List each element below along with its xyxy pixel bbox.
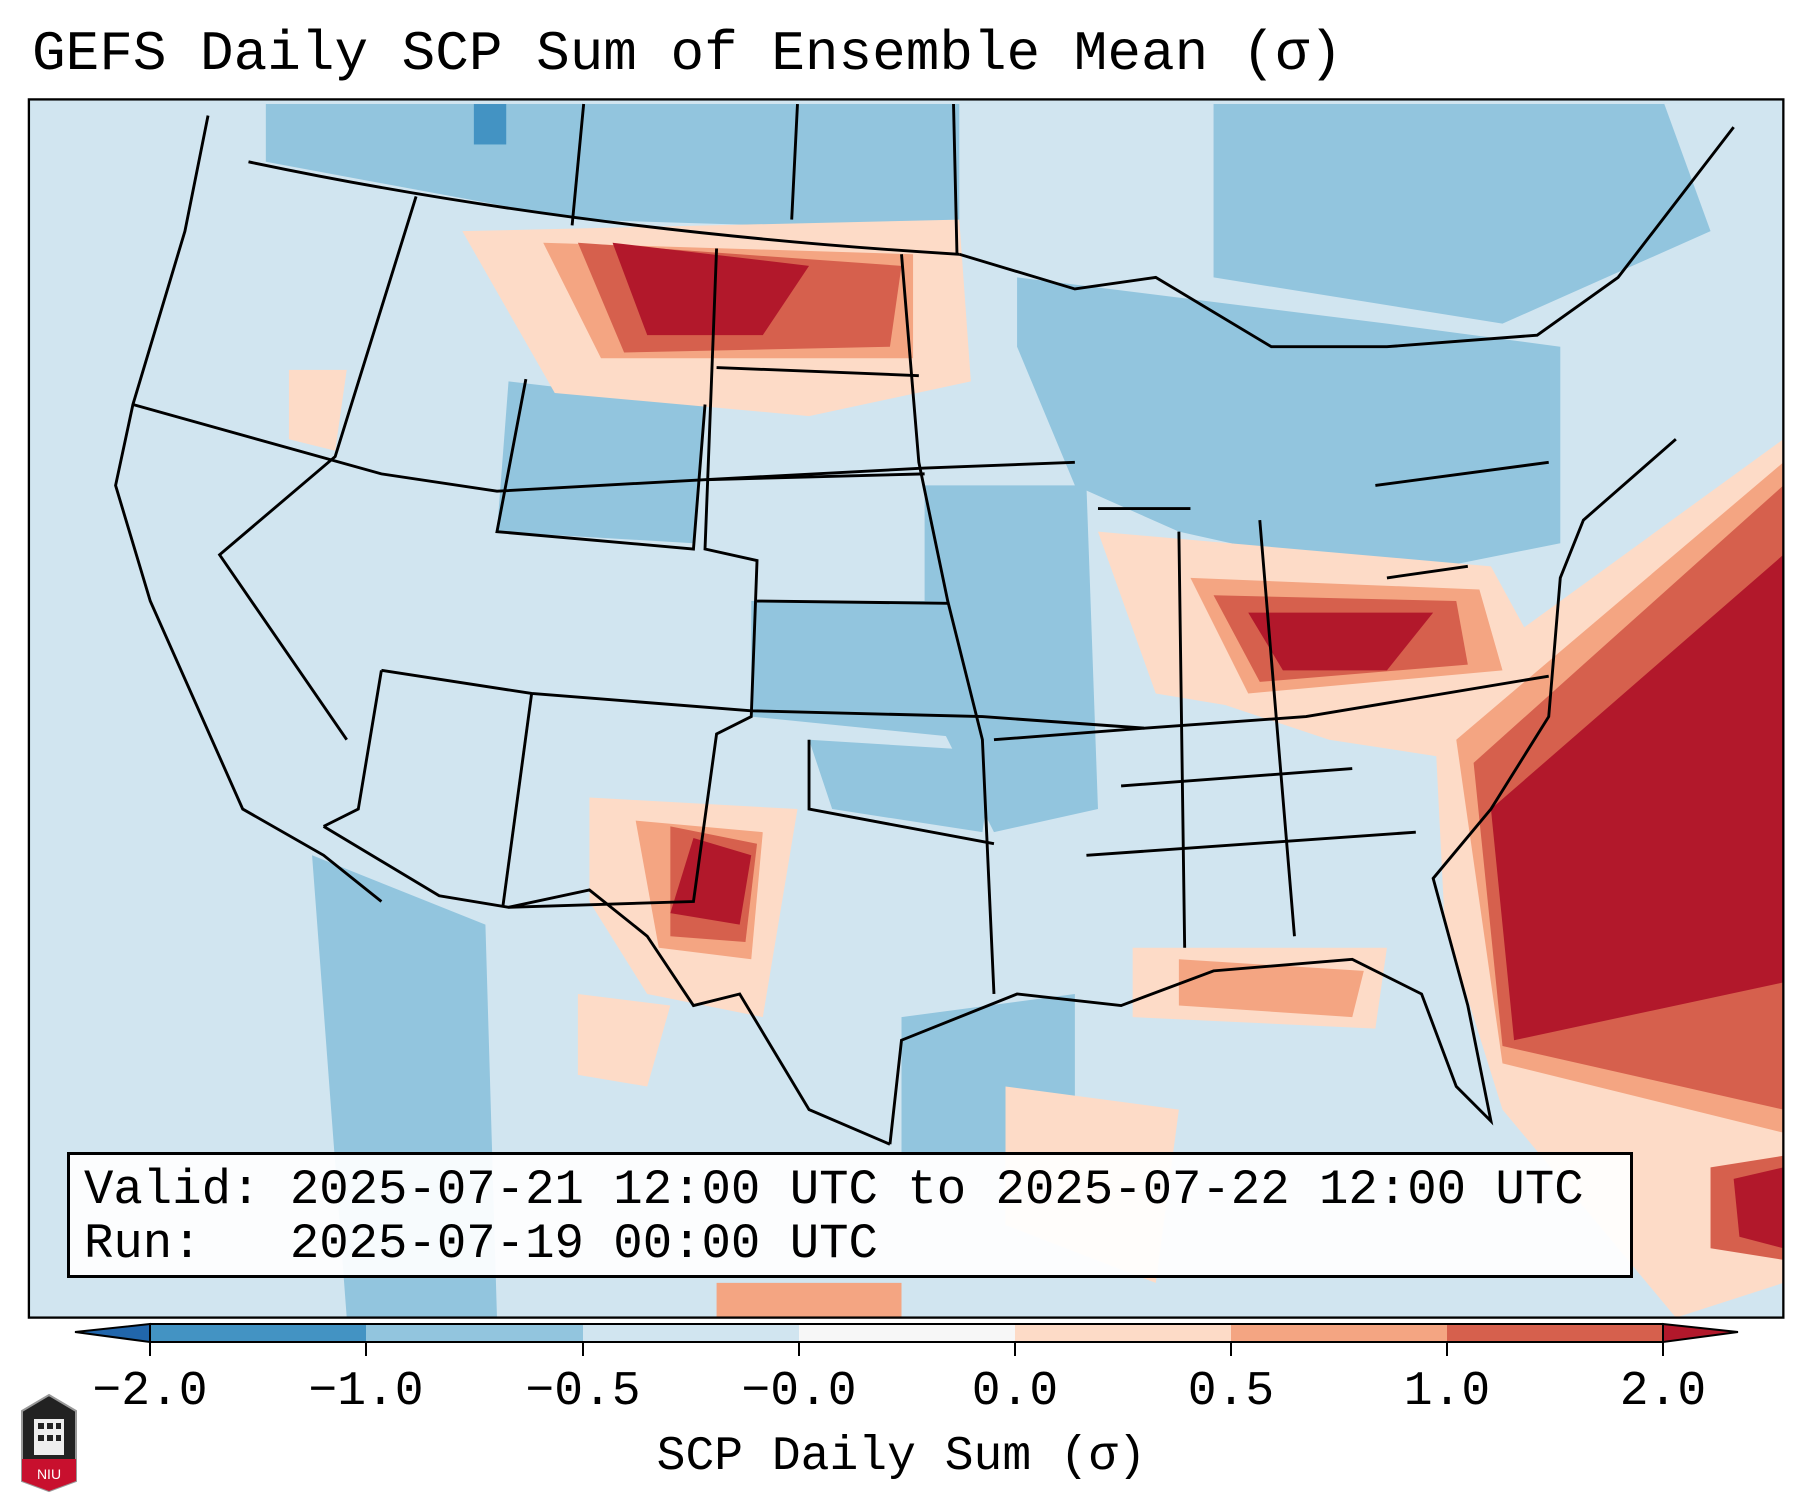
colorbar-segment: [1015, 1324, 1231, 1342]
dark-blue-patch: [473, 104, 507, 145]
tick-label: 0.5: [1187, 1365, 1275, 1419]
colorbar-extend-high: [1662, 1322, 1739, 1344]
tick-label: −0.5: [525, 1365, 641, 1419]
colorbar-segment: [583, 1324, 799, 1342]
colorbar-segment: [799, 1324, 1015, 1342]
colorbar-label: SCP Daily Sum (σ): [656, 1430, 1147, 1484]
tick-label: −1.0: [308, 1365, 424, 1419]
colorbar-segment: [366, 1324, 583, 1342]
run-line: Run: 2025-07-19 00:00 UTC: [84, 1216, 878, 1272]
tick-label: −2.0: [92, 1365, 208, 1419]
svg-text:NIU: NIU: [37, 1466, 61, 1482]
tick-label: −0.0: [741, 1365, 857, 1419]
valid-line: Valid: 2025-07-21 12:00 UTC to 2025-07-2…: [84, 1162, 1584, 1218]
tick-label: 2.0: [1619, 1365, 1707, 1419]
boundaries: [114, 103, 1735, 1146]
map-frame: [27, 98, 1785, 1319]
tick-label: 1.0: [1403, 1365, 1491, 1419]
chart-title: GEFS Daily SCP Sum of Ensemble Mean (σ): [32, 22, 1343, 86]
colorbar-segment: [150, 1324, 366, 1342]
colorbar-segment: [1447, 1324, 1663, 1342]
niu-logo: NIU: [21, 1393, 77, 1493]
colorbar-ticks: [149, 1342, 1664, 1356]
valid-time-legend: Valid: 2025-07-21 12:00 UTC to 2025-07-2…: [67, 1152, 1633, 1278]
colorbar-extend-low: [74, 1322, 151, 1344]
colorbar: [74, 1322, 1739, 1356]
colorbar-segment: [1231, 1324, 1447, 1342]
tick-label: 0.0: [971, 1365, 1059, 1419]
